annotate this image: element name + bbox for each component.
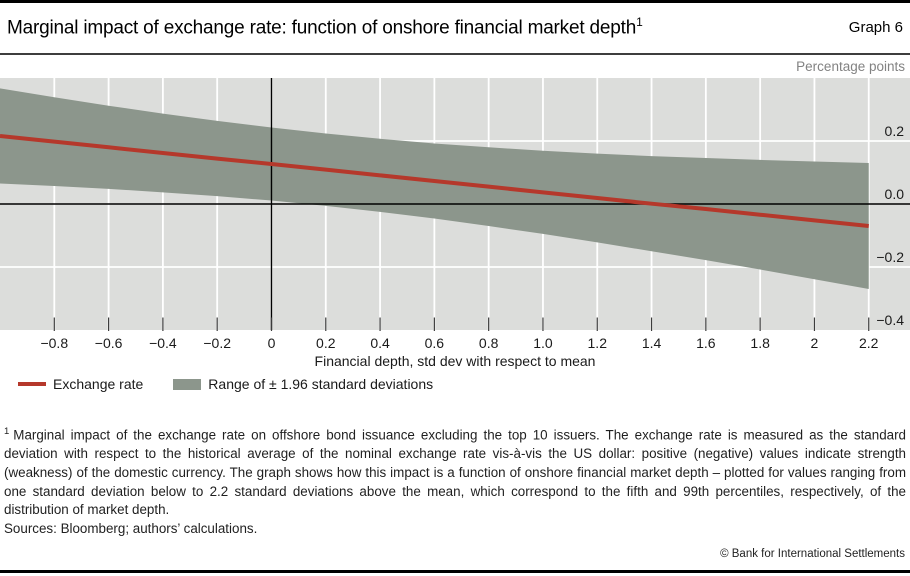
chart-legend: Exchange rate Range of ± 1.96 standard d… — [18, 376, 433, 392]
x-tick-label: 0.4 — [370, 335, 390, 351]
x-tick-label: 0.6 — [425, 335, 445, 351]
chart-area: 0.2 0.0 −0.2 −0.4 −0.8 −0.6 −0.4 −0.2 0 0.2 0.4 0.6… — [0, 78, 910, 370]
x-axis-title: Financial depth, std dev with respect to… — [315, 353, 596, 369]
legend-label: Range of ± 1.96 standard deviations — [208, 376, 434, 392]
y-tick-label: −0.2 — [876, 249, 904, 265]
x-tick-label: −0.4 — [149, 335, 177, 351]
sources-line: Sources: Bloomberg; authors’ calculation… — [4, 521, 258, 536]
confidence-band-swatch — [173, 378, 202, 390]
confidence-band — [0, 88, 869, 290]
x-tick-label: 0.8 — [479, 335, 499, 351]
x-tick-label: 2.2 — [859, 335, 879, 351]
x-tick-label: 0.2 — [316, 335, 336, 351]
x-tick-label: −0.8 — [40, 335, 68, 351]
copyright-line: © Bank for International Settlements — [720, 548, 905, 560]
bottom-border — [0, 570, 910, 573]
title-rule — [0, 53, 910, 55]
x-tick-label: 1.4 — [642, 335, 662, 351]
x-tick-label: 1.0 — [533, 335, 553, 351]
title-footnote-marker: 1 — [636, 15, 643, 29]
x-tick-label: −0.6 — [95, 335, 123, 351]
y-axis-unit-label: Percentage points — [796, 59, 905, 74]
page-title-text: Marginal impact of exchange rate: functi… — [7, 17, 637, 39]
legend-item-confidence-band: Range of ± 1.96 standard deviations — [173, 376, 433, 392]
footnote-marker: 1 — [4, 426, 10, 438]
x-tick-label: −0.2 — [203, 335, 231, 351]
legend-label: Exchange rate — [53, 376, 144, 392]
line-chart: 0.2 0.0 −0.2 −0.4 −0.8 −0.6 −0.4 −0.2 0 0.2 0.4 0.6… — [0, 78, 910, 369]
legend-item-exchange-rate: Exchange rate — [18, 376, 143, 392]
y-tick-label: 0.0 — [885, 186, 905, 202]
y-tick-label: 0.2 — [885, 123, 905, 139]
x-tick-label: 1.2 — [588, 335, 608, 351]
page-title: Marginal impact of exchange rate: functi… — [7, 15, 643, 39]
x-tick-label: 0 — [268, 335, 276, 351]
exchange-rate-line — [0, 133, 869, 229]
exchange-rate-line-swatch — [18, 382, 46, 386]
x-tick-label: 1.6 — [696, 335, 716, 351]
footnote-text: Marginal impact of the exchange rate on … — [4, 427, 906, 518]
x-tick-label: 2 — [811, 335, 819, 351]
y-tick-label: −0.4 — [876, 312, 904, 328]
graph-number-label: Graph 6 — [848, 19, 903, 36]
x-tick-label: 1.8 — [750, 335, 770, 351]
top-border — [0, 0, 910, 3]
footnote: 1 Marginal impact of the exchange rate on… — [4, 423, 906, 519]
